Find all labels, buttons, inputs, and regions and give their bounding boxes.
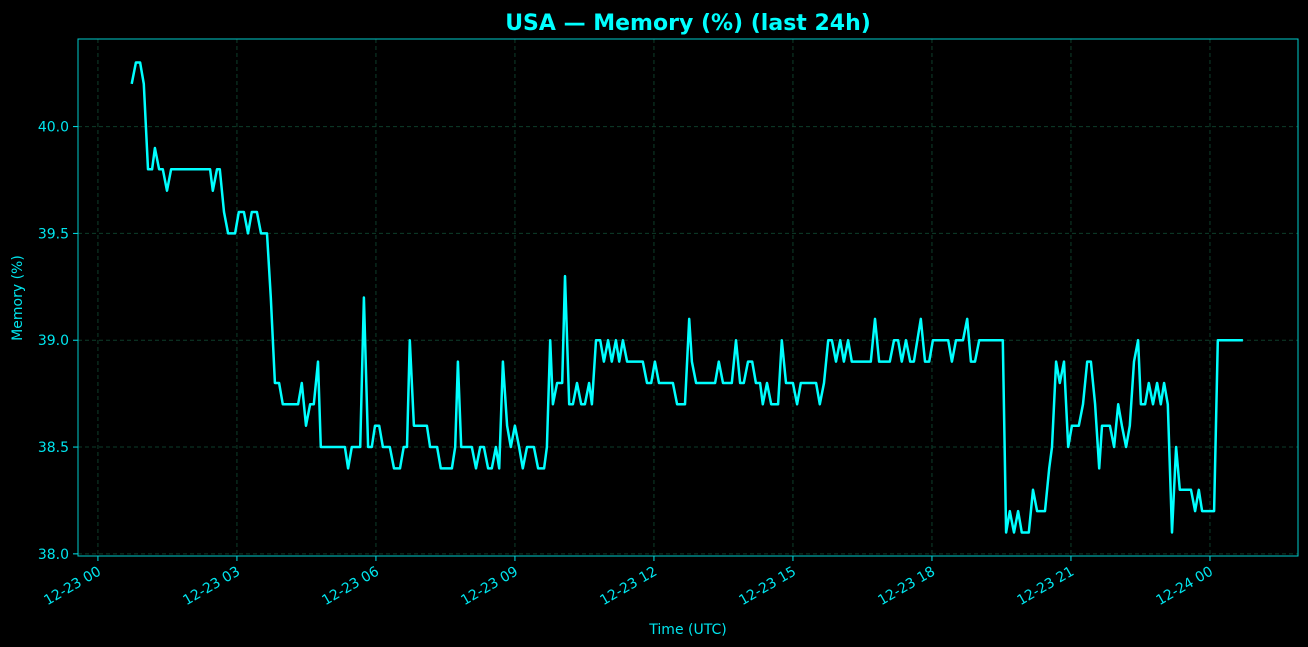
x-tick-label: 12-23 06: [319, 564, 382, 609]
chart-title: USA — Memory (%) (last 24h): [505, 11, 871, 36]
x-tick-label: 12-23 21: [1014, 564, 1077, 609]
x-tick-label: 12-23 18: [875, 564, 938, 609]
x-tick-label: 12-23 12: [597, 564, 660, 609]
plot-frame: [77, 38, 1299, 557]
x-tick-label: 12-24 00: [1153, 564, 1216, 609]
x-tick-label: 12-23 15: [736, 564, 799, 609]
y-tick-label: 39.5: [38, 226, 69, 242]
y-tick-label: 39.0: [38, 333, 69, 349]
x-tick-label: 12-23 09: [458, 564, 521, 609]
x-axis-label: Time (UTC): [648, 622, 726, 638]
y-tick-label: 38.0: [38, 547, 69, 563]
data-line: [130, 61, 1243, 534]
x-tick-label: 12-23 00: [41, 564, 104, 609]
y-axis-label: Memory (%): [10, 255, 26, 341]
x-tick-label: 12-23 03: [180, 564, 243, 609]
y-tick-label: 38.5: [38, 440, 69, 456]
y-tick-label: 40.0: [38, 120, 69, 136]
